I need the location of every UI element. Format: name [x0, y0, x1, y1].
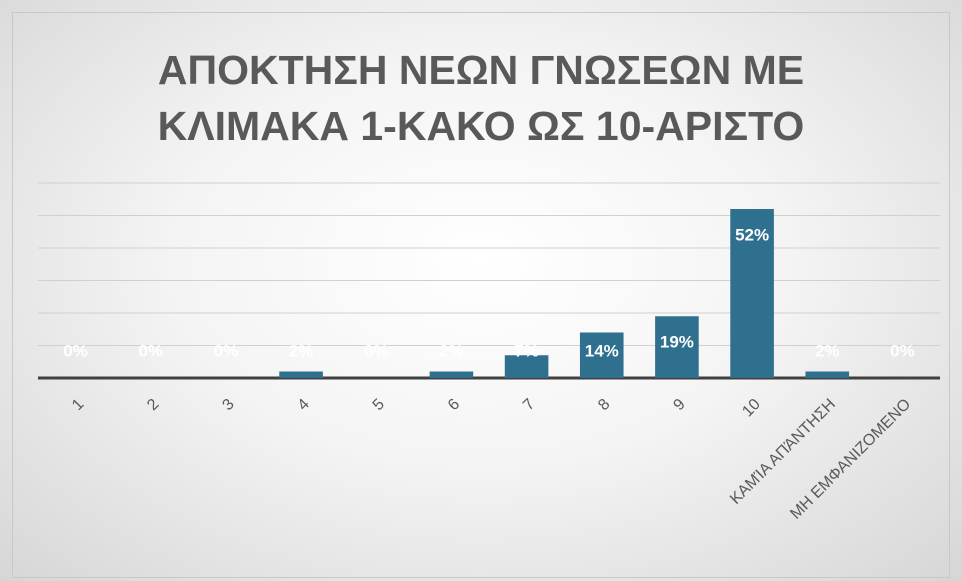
x-tick-label: 3 — [219, 396, 237, 414]
x-tick-label: 7 — [520, 396, 538, 414]
value-label: 0% — [138, 341, 163, 360]
value-label: 19% — [660, 333, 694, 352]
chart-title: ΑΠΟΚΤΗΣΗ ΝΕΩΝ ΓΝΩΣΕΩΝ ΜΕ ΚΛΙΜΑΚΑ 1-ΚΑΚΟ … — [157, 47, 805, 149]
value-label: 7% — [514, 341, 539, 360]
x-tick-label: 1 — [69, 396, 87, 414]
x-tick-label: 5 — [370, 396, 388, 414]
bar — [655, 316, 699, 378]
value-label: 0% — [364, 341, 389, 360]
x-tick-label: 8 — [595, 396, 613, 414]
x-tick-label: 6 — [445, 396, 463, 414]
bar — [730, 209, 774, 378]
value-label: 0% — [890, 341, 915, 360]
value-label: 0% — [63, 341, 88, 360]
value-label: 2% — [439, 341, 464, 360]
bar — [805, 371, 850, 378]
chart-frame — [12, 12, 950, 578]
x-tick-label: 4 — [295, 396, 313, 414]
bar — [279, 371, 323, 378]
value-label: 0% — [214, 341, 239, 360]
bar — [579, 332, 624, 378]
value-label: 2% — [289, 341, 314, 360]
x-tick-label: 9 — [670, 396, 688, 414]
x-tick-label: 10 — [739, 396, 764, 421]
value-label: 52% — [735, 225, 769, 244]
x-tick-label: 2 — [144, 396, 162, 414]
bar — [504, 355, 549, 378]
value-label: 2% — [815, 341, 840, 360]
value-label: 14% — [585, 341, 619, 360]
x-tick-label: ΜΗ ΕΜΦΑΝΙΖΟΜΕΝΟ — [787, 396, 914, 523]
bar — [429, 371, 474, 378]
